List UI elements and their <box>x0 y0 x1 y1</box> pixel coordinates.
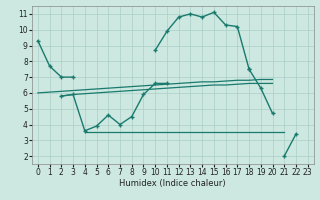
X-axis label: Humidex (Indice chaleur): Humidex (Indice chaleur) <box>119 179 226 188</box>
